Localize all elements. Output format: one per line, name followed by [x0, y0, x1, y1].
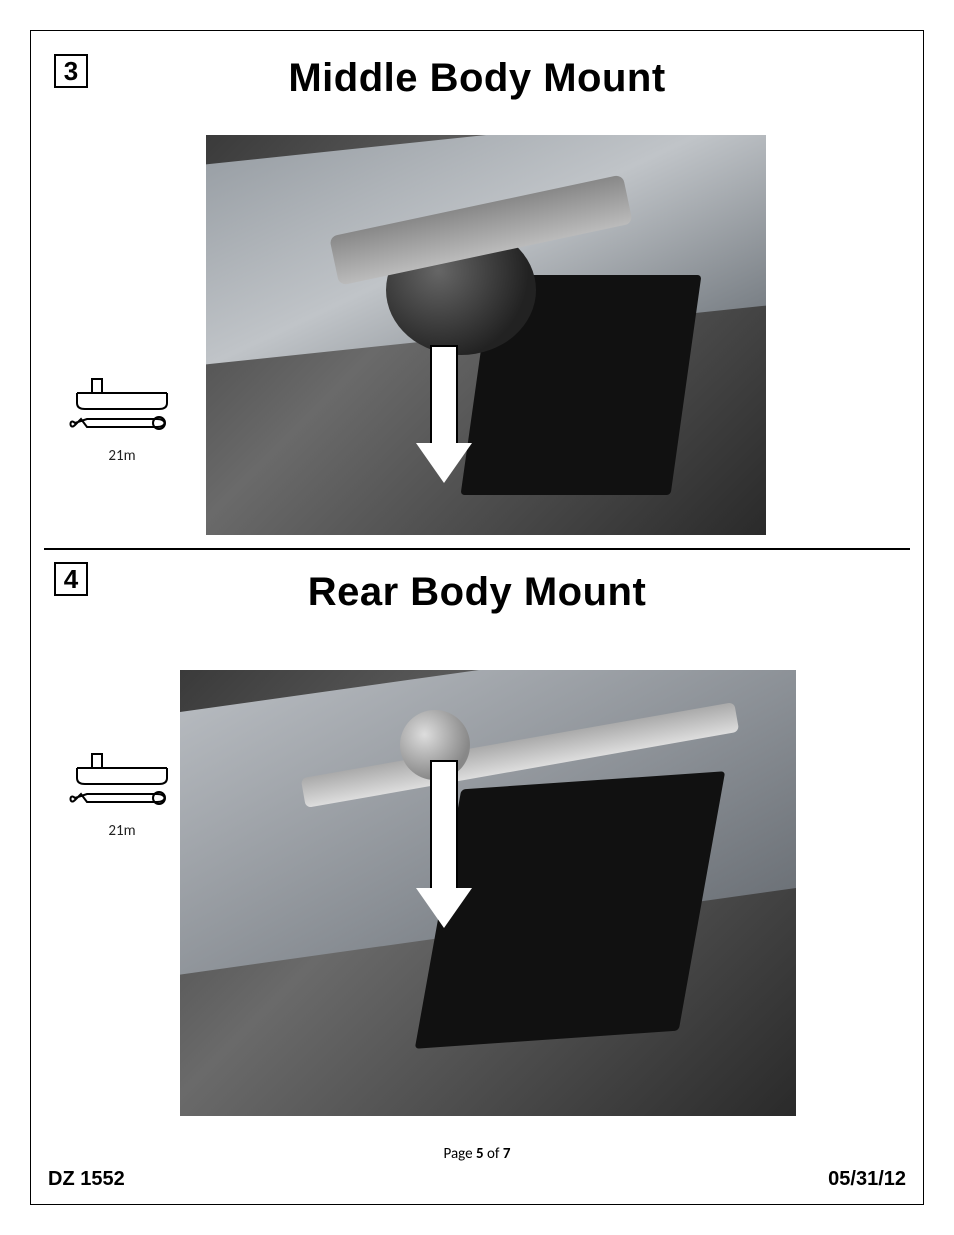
step-title: Middle Body Mount: [0, 56, 954, 101]
step-title: Rear Body Mount: [0, 570, 954, 615]
wrench-icon: [67, 375, 177, 445]
arrow-down-icon: [416, 345, 476, 495]
figure-rear-body-mount: [180, 670, 796, 1116]
tool-size-label: 21m: [62, 822, 182, 840]
figure-middle-body-mount: [206, 135, 766, 535]
tool-spec: 21m: [62, 750, 182, 840]
wrench-icon: [67, 750, 177, 820]
page-sep: of: [484, 1145, 503, 1163]
page-total: 7: [503, 1145, 511, 1163]
section-divider: [44, 548, 910, 550]
page-current: 5: [476, 1145, 484, 1163]
page-indicator: Page 5 of 7: [0, 1145, 954, 1163]
tool-spec: 21m: [62, 375, 182, 465]
doc-date: 05/31/12: [828, 1168, 906, 1191]
tool-size-label: 21m: [62, 447, 182, 465]
page-prefix: Page: [444, 1145, 476, 1163]
arrow-down-icon: [416, 760, 476, 940]
doc-id: DZ 1552: [48, 1168, 125, 1191]
